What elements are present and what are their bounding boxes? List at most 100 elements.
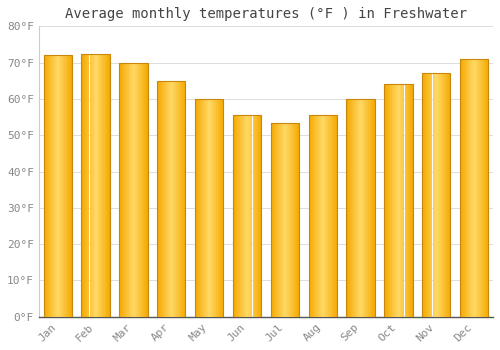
Bar (104, 54, 105, 317)
Bar (183, 81, 184, 317)
Bar (143, 63, 144, 317)
Bar (475, 59, 476, 317)
Bar (202, 99, 203, 317)
Bar (429, 74, 430, 317)
Bar (488, 59, 489, 317)
Bar (412, 84, 413, 317)
Bar (432, 74, 433, 317)
Bar (54, 55, 55, 317)
Bar (165, 81, 166, 317)
Bar (168, 81, 170, 317)
Bar (366, 99, 367, 317)
Bar (277, 122, 278, 317)
Bar (196, 99, 198, 317)
Bar (174, 81, 175, 317)
Bar (56, 55, 57, 317)
Bar (407, 84, 408, 317)
Bar (317, 115, 318, 317)
Bar (129, 63, 130, 317)
Bar (46, 55, 47, 317)
Bar (296, 122, 298, 317)
Bar (146, 63, 147, 317)
Bar (138, 63, 139, 317)
Bar (215, 99, 216, 317)
Bar (195, 99, 196, 317)
Bar (438, 74, 439, 317)
Bar (233, 115, 234, 317)
Bar (120, 63, 121, 317)
Bar (221, 99, 222, 317)
Bar (467, 59, 468, 317)
Bar (172, 81, 174, 317)
Bar (332, 115, 333, 317)
Bar (365, 99, 366, 317)
Bar (97, 54, 98, 317)
Bar (53, 55, 54, 317)
Bar (450, 74, 451, 317)
Bar (290, 122, 291, 317)
Bar (437, 74, 438, 317)
Bar (464, 59, 465, 317)
Bar (362, 99, 363, 317)
Bar (373, 99, 374, 317)
Bar (102, 54, 103, 317)
Bar (357, 99, 358, 317)
Bar (323, 115, 324, 317)
Bar (49, 55, 50, 317)
Bar (240, 115, 241, 317)
Bar (83, 54, 84, 317)
Bar (181, 81, 182, 317)
Bar (406, 84, 407, 317)
Bar (87, 54, 88, 317)
Bar (234, 115, 235, 317)
Bar (212, 99, 213, 317)
Bar (433, 74, 434, 317)
Bar (395, 84, 396, 317)
Bar (314, 115, 315, 317)
Bar (128, 63, 129, 317)
Bar (250, 115, 251, 317)
Bar (185, 81, 186, 317)
Bar (248, 115, 249, 317)
Bar (270, 122, 271, 317)
Bar (308, 115, 309, 317)
Bar (167, 81, 168, 317)
Bar (260, 115, 261, 317)
Bar (163, 81, 164, 317)
Bar (486, 59, 487, 317)
Bar (404, 84, 405, 317)
Bar (160, 81, 161, 317)
Bar (369, 99, 370, 317)
Bar (208, 99, 209, 317)
Bar (86, 54, 87, 317)
Bar (396, 84, 397, 317)
Bar (274, 122, 276, 317)
Bar (69, 55, 70, 317)
Bar (364, 99, 365, 317)
Bar (334, 115, 335, 317)
Bar (479, 59, 480, 317)
Bar (430, 74, 431, 317)
Bar (398, 84, 400, 317)
Bar (57, 55, 58, 317)
Bar (136, 63, 137, 317)
Bar (444, 74, 445, 317)
Bar (393, 84, 394, 317)
Bar (52, 55, 53, 317)
Bar (487, 59, 488, 317)
Bar (313, 115, 314, 317)
Bar (372, 99, 373, 317)
Bar (107, 54, 108, 317)
Bar (468, 59, 469, 317)
Bar (255, 115, 256, 317)
Bar (434, 74, 435, 317)
Bar (210, 99, 211, 317)
Bar (422, 74, 423, 317)
Bar (402, 84, 403, 317)
Bar (222, 99, 223, 317)
Bar (384, 84, 385, 317)
Bar (60, 55, 61, 317)
Bar (329, 115, 330, 317)
Bar (157, 81, 186, 317)
Bar (100, 54, 101, 317)
